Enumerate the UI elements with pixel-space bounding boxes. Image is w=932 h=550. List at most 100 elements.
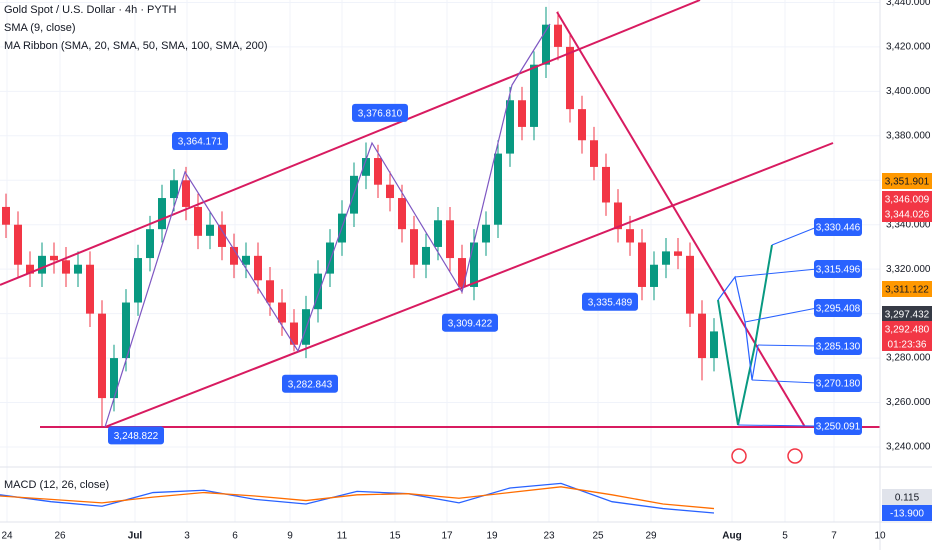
candle-body [182,180,190,207]
connector [751,379,818,384]
candle-body [98,313,106,399]
indicator-label: MA Ribbon (SMA, 20, SMA, 50, SMA, 100, S… [4,40,268,52]
candle-body [530,64,538,127]
candle-body [662,251,670,265]
candle-body [494,153,502,225]
channel-upper [0,0,701,286]
label-text: 3,315.496 [816,265,861,276]
x-tick-label: 5 [782,531,788,542]
candle-body [158,198,166,230]
candle-body [506,100,514,154]
candle-body [626,229,634,243]
label-box [814,218,862,236]
candle-body [230,246,238,265]
price-badge-text: 3,344.026 [885,210,930,221]
candle-body [554,24,562,47]
label-text: 3,250.091 [816,422,861,433]
label-text: 3,309.422 [448,318,493,329]
trend-line [556,11,806,428]
candle-body [398,198,406,230]
x-tick-label: 7 [831,531,837,542]
macd-label: MACD (12, 26, close) [4,479,109,491]
label-text: 3,364.171 [178,137,223,148]
candle-body [218,224,226,247]
price-badge-text: 3,351.901 [885,177,930,188]
x-tick-label: 11 [337,531,348,542]
label-box [814,260,862,278]
x-tick-label: 6 [232,531,238,542]
candle-body [458,258,466,287]
x-tick-label: 26 [54,531,66,542]
label-text: 3,248.822 [114,431,159,442]
event-icon[interactable] [731,448,747,464]
label-text: 3,376.810 [358,109,403,120]
x-tick-label: 23 [543,531,555,542]
candle-body [602,166,610,203]
candle-body [578,109,586,141]
x-tick-label: Jul [128,531,143,542]
candle-body [410,229,418,265]
candle-body [422,246,430,265]
price-badge [882,306,932,322]
candle-body [74,264,82,274]
candle-body [122,302,130,359]
indicator-label: SMA (9, close) [4,22,76,34]
label-text: 3,330.446 [816,223,861,234]
candle-body [194,206,202,236]
connector [771,226,818,246]
candle-body [434,220,442,247]
macd-signal [0,486,715,510]
price-badge [882,321,932,337]
candle-body [362,158,370,176]
x-tick-label: 3 [184,531,190,542]
candle-body [590,140,598,167]
candle-body [566,46,574,110]
label-text: 3,270.180 [816,379,861,390]
candle-body [674,251,682,256]
label-box [442,313,498,332]
label-box [108,426,164,445]
countdown: 01:23:36 [888,340,927,351]
x-tick-label: 25 [592,531,604,542]
label-text: 3,282.843 [288,379,333,390]
label-box [172,131,228,150]
y-tick-label: 3,320.000 [886,264,931,275]
candle-body [386,184,394,199]
label-box [352,103,408,122]
x-tick-label: 29 [645,531,657,542]
candle-body [326,242,334,274]
candle-body [86,264,94,314]
candle-body [710,331,718,359]
candle-body [110,358,118,399]
macd-badge [882,489,932,505]
candle-body [134,258,142,303]
event-icon[interactable] [787,448,803,464]
overlay: 3,364.171 3,376.810 3,309.422 3,282.843 3,24… [0,103,932,521]
candle-body [518,100,526,127]
candle-body [26,264,34,274]
projection-green [717,244,773,426]
y-tick-label: 3,280.000 [886,353,931,364]
x-tick-label: Aug [722,531,741,542]
candle-body [650,264,658,287]
candle-body [170,180,178,199]
candle-body [686,255,694,314]
candle-body [470,242,478,287]
candle-body [314,273,322,310]
label-box [814,337,862,355]
channel-lower [104,142,834,428]
drawings [0,0,880,464]
label-text: 3,285.130 [816,342,861,353]
candle-body [2,206,10,225]
candle-body [14,224,22,265]
candle-body [266,280,274,303]
price-badge-text: 3,297.432 [885,310,930,321]
candle-body [374,158,382,185]
candle-body [146,229,154,259]
x-tick-label: 15 [389,531,401,542]
candle-body [50,255,58,261]
label-box [582,292,638,311]
connector [737,424,818,427]
label-box [814,374,862,392]
label-box [814,417,862,435]
